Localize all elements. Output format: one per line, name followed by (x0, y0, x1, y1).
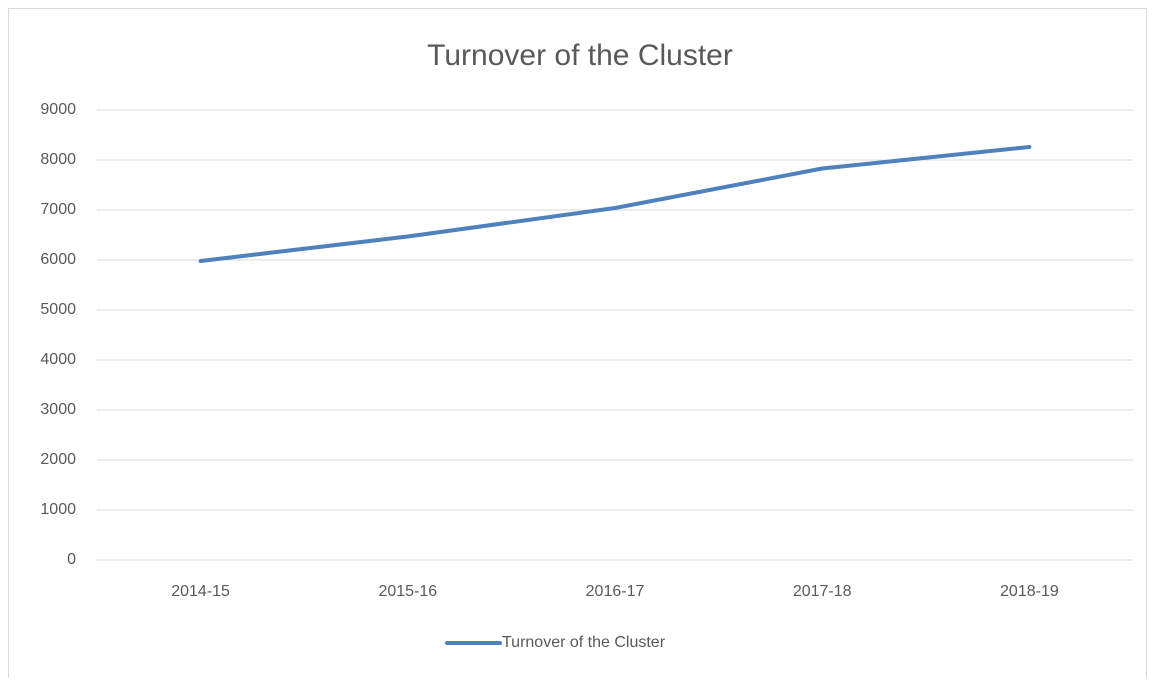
y-tick-label: 5000 (40, 301, 76, 318)
x-tick-label: 2015-16 (378, 583, 437, 600)
x-tick-label: 2014-15 (171, 583, 230, 600)
y-tick-label: 2000 (40, 451, 76, 468)
y-tick-label: 3000 (40, 401, 76, 418)
y-tick-label: 6000 (40, 251, 76, 268)
y-tick-label: 1000 (40, 501, 76, 518)
chart-border (8, 8, 1147, 683)
y-tick-label: 8000 (40, 151, 76, 168)
y-tick-label: 7000 (40, 201, 76, 218)
legend-label: Turnover of the Cluster (502, 634, 666, 651)
x-tick-label: 2018-19 (1000, 583, 1059, 600)
x-tick-label: 2017-18 (793, 583, 852, 600)
y-tick-label: 0 (67, 551, 76, 568)
x-tick-label: 2016-17 (586, 583, 645, 600)
line-series (198, 145, 1032, 263)
y-tick-label: 4000 (40, 351, 76, 368)
y-tick-label: 9000 (40, 101, 76, 118)
chart-title: Turnover of the Cluster (427, 39, 733, 72)
